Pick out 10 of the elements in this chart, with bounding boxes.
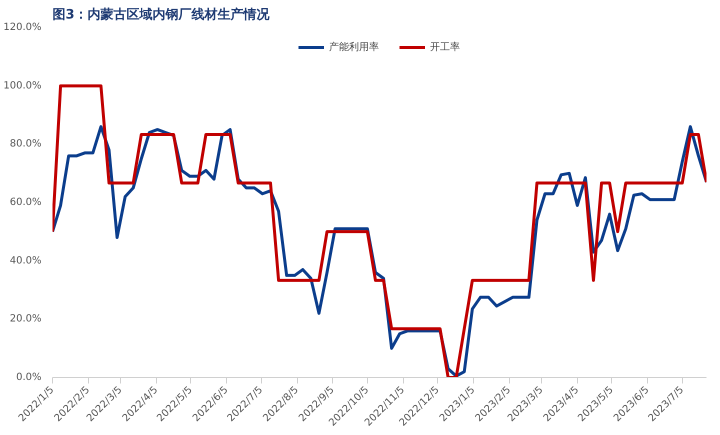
y-tick-label: 60.0% bbox=[10, 197, 42, 208]
y-tick-label: 100.0% bbox=[3, 80, 42, 92]
y-tick-label: 0.0% bbox=[16, 372, 42, 383]
y-tick-label: 20.0% bbox=[10, 314, 42, 325]
legend-label: 产能利用率 bbox=[329, 40, 379, 54]
chart-title: 图3：内蒙古区域内钢厂线材生产情况 bbox=[52, 6, 271, 22]
y-tick-label: 80.0% bbox=[10, 138, 42, 150]
y-tick-label: 120.0% bbox=[3, 22, 42, 33]
legend-label: 开工率 bbox=[430, 40, 460, 54]
y-tick-label: 40.0% bbox=[10, 255, 42, 266]
